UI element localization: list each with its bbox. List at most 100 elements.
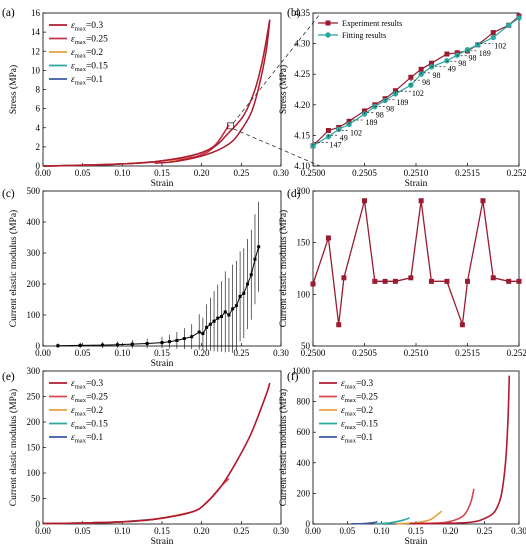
data-point bbox=[480, 198, 486, 204]
modulus-curve bbox=[351, 520, 378, 525]
x-tick-label: 0.15 bbox=[154, 168, 170, 178]
data-point bbox=[459, 322, 465, 328]
slope-annotation: 189 bbox=[366, 118, 378, 127]
data-point bbox=[418, 66, 424, 72]
slope-annotation: 98 bbox=[469, 54, 477, 63]
legend-label: εmax=0.15 bbox=[341, 420, 378, 432]
x-axis-label: Strain bbox=[151, 537, 174, 547]
data-point bbox=[212, 319, 216, 323]
legend-subscript: max bbox=[75, 384, 87, 391]
legend-value: =0.25 bbox=[356, 393, 378, 403]
unloading-curve bbox=[154, 19, 271, 164]
legend-label: εmax=0.2 bbox=[341, 406, 373, 418]
panel-label: (b) bbox=[287, 7, 301, 19]
legend-label: εmax=0.3 bbox=[71, 21, 103, 33]
slope-annotation: 102 bbox=[494, 41, 506, 50]
legend-label: εmax=0.15 bbox=[71, 420, 108, 432]
legend-value: =0.25 bbox=[86, 393, 108, 403]
data-point bbox=[216, 316, 220, 320]
legend-value: =0.15 bbox=[356, 420, 378, 430]
x-tick-label: 0.15 bbox=[154, 348, 170, 358]
x-tick-label: 0.15 bbox=[154, 526, 170, 536]
y-tick-label: 400 bbox=[27, 217, 41, 227]
legend-value: =0.3 bbox=[356, 379, 373, 389]
data-point bbox=[167, 340, 171, 344]
x-axis-label: Strain bbox=[405, 537, 428, 547]
legend-subscript: max bbox=[75, 411, 87, 418]
x-tick-label: 0.2510 bbox=[404, 168, 429, 178]
modulus-trace bbox=[57, 246, 260, 347]
x-tick-label: 0.10 bbox=[114, 348, 130, 358]
data-point bbox=[516, 278, 522, 284]
slope-annotation: 49 bbox=[448, 65, 456, 74]
data-point bbox=[220, 315, 223, 319]
y-tick-label: 50 bbox=[301, 341, 311, 351]
data-point bbox=[392, 278, 398, 284]
legend-symbol: ε bbox=[71, 62, 75, 72]
legend-label: εmax=0.25 bbox=[71, 393, 108, 405]
legend-symbol: ε bbox=[341, 420, 345, 430]
slope-annotation: 49 bbox=[340, 133, 348, 142]
y-tick-label: 0 bbox=[306, 519, 311, 529]
y-tick-label: 4.35 bbox=[294, 8, 310, 18]
y-tick-label: 100 bbox=[27, 468, 41, 478]
data-point bbox=[490, 275, 496, 281]
y-axis-label: Current elastic modulus (MPa) bbox=[8, 389, 19, 506]
legend-symbol: ε bbox=[71, 420, 75, 430]
y-tick-label: 400 bbox=[297, 458, 311, 468]
data-point bbox=[182, 337, 186, 341]
x-axis-label: Strain bbox=[151, 179, 174, 189]
slope-annotation: 98 bbox=[386, 105, 394, 114]
slope-step bbox=[364, 112, 375, 114]
slope-annotation: 102 bbox=[412, 89, 424, 98]
zoom-connector bbox=[233, 13, 321, 124]
legend-symbol: ε bbox=[71, 433, 75, 443]
data-point bbox=[234, 304, 238, 308]
y-tick-label: 0 bbox=[36, 161, 41, 171]
unloading-curve bbox=[169, 155, 192, 162]
loading-curve bbox=[42, 124, 230, 167]
data-point bbox=[325, 128, 331, 134]
data-point bbox=[201, 332, 205, 336]
x-tick-label: 0.20 bbox=[194, 526, 210, 536]
data-point bbox=[382, 97, 388, 104]
legend-subscript: max bbox=[75, 53, 87, 60]
legend-symbol: ε bbox=[71, 379, 75, 389]
legend-symbol: ε bbox=[71, 48, 75, 58]
data-point bbox=[418, 198, 424, 204]
legend-subscript: max bbox=[345, 384, 357, 391]
panel-4: 0.00 0.05 0.10 0.15 0.20 0.25 0.30 0 50 100 150 200… bbox=[2, 366, 289, 547]
modulus-line bbox=[312, 200, 519, 325]
data-point bbox=[361, 111, 368, 117]
y-tick-label: 50 bbox=[31, 494, 41, 504]
y-tick-label: 300 bbox=[27, 366, 41, 376]
x-tick-label: 0.05 bbox=[75, 526, 91, 536]
slope-step bbox=[395, 90, 411, 94]
legend-subscript: max bbox=[345, 438, 357, 445]
legend-symbol: ε bbox=[341, 406, 345, 416]
x-tick-label: 0.15 bbox=[408, 526, 424, 536]
legend-label: Experiment results bbox=[342, 19, 402, 28]
slope-step bbox=[410, 79, 422, 86]
y-tick-label: 600 bbox=[297, 427, 311, 437]
x-tick-label: 0.00 bbox=[35, 168, 51, 178]
data-point bbox=[115, 343, 119, 347]
y-tick-label: 0 bbox=[36, 341, 41, 351]
data-point bbox=[246, 282, 250, 286]
y-tick-label: 200 bbox=[297, 186, 311, 196]
y-tick-label: 500 bbox=[27, 186, 41, 196]
modulus-curve bbox=[377, 517, 410, 525]
legend-subscript: max bbox=[75, 424, 87, 431]
legend-label: εmax=0.1 bbox=[71, 433, 103, 445]
modulus-curve bbox=[396, 510, 443, 525]
y-tick-label: 100 bbox=[27, 310, 41, 320]
modulus-curve bbox=[42, 478, 230, 525]
x-tick-label: 0.20 bbox=[194, 168, 210, 178]
data-point bbox=[101, 343, 104, 347]
data-point bbox=[208, 322, 212, 326]
legend-label: εmax=0.2 bbox=[71, 406, 103, 418]
y-tick-label: 150 bbox=[297, 238, 311, 248]
x-tick-label: 0.2510 bbox=[404, 348, 429, 358]
x-tick-label: 0.30 bbox=[273, 348, 289, 358]
